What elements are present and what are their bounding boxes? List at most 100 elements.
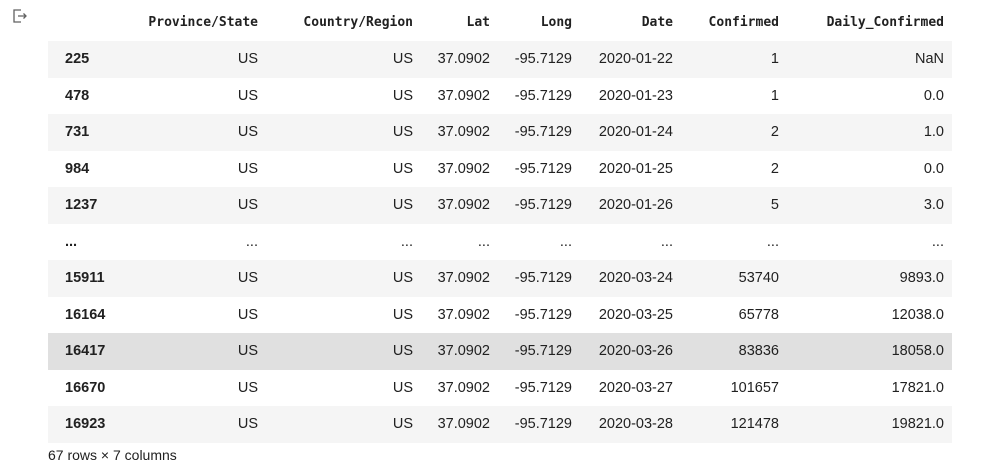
row-index: 16923: [65, 416, 106, 433]
table-cell: -95.7129: [514, 51, 572, 68]
table-cell: ...: [245, 233, 258, 250]
table-row: 16923 US US 37.0902 -95.7129 2020-03-28 121478…: [48, 406, 952, 443]
header-row: Province/State Country/Region Lat Long Date C…: [48, 4, 952, 41]
column-header: Lat: [466, 15, 490, 30]
table-cell: US: [237, 416, 258, 433]
dataframe-shape: 67 rows × 7 columns: [48, 447, 177, 463]
table-cell: US: [237, 51, 258, 68]
table-cell: ...: [559, 233, 572, 250]
table-cell: ...: [477, 233, 490, 250]
table-cell: 37.0902: [437, 343, 490, 360]
table-cell: -95.7129: [514, 306, 572, 323]
table-cell: 37.0902: [437, 87, 490, 104]
table-cell: -95.7129: [514, 87, 572, 104]
table-cell: 2020-01-25: [598, 160, 673, 177]
table-cell: -95.7129: [514, 160, 572, 177]
table-cell: 2020-03-26: [598, 343, 673, 360]
table-row: ........................: [48, 224, 952, 261]
column-header: Long: [540, 15, 572, 30]
table-cell: 37.0902: [437, 197, 490, 214]
table-cell: 1: [770, 51, 779, 68]
row-index: 984: [65, 160, 90, 177]
table-cell: US: [237, 160, 258, 177]
table-cell: 1.0: [923, 124, 944, 141]
table-cell: US: [392, 87, 413, 104]
table-cell: 1: [770, 87, 779, 104]
column-header: Country/Region: [303, 15, 413, 30]
table-row: 16164 US US 37.0902 -95.7129 2020-03-25 65778 1…: [48, 297, 952, 334]
table-cell: 37.0902: [437, 416, 490, 433]
table-cell: US: [237, 87, 258, 104]
table-row: 15911 US US 37.0902 -95.7129 2020-03-24 53740 9…: [48, 260, 952, 297]
table-cell: -95.7129: [514, 270, 572, 287]
table-cell: 83836: [738, 343, 779, 360]
dataframe-table: Province/State Country/Region Lat Long Date C…: [48, 4, 952, 443]
table-cell: 37.0902: [437, 160, 490, 177]
table-cell: 19821.0: [891, 416, 944, 433]
table-row: 225 US US 37.0902 -95.7129 2020-01-22 1 NaN: [48, 41, 952, 78]
table-cell: -95.7129: [514, 124, 572, 141]
table-cell: 12038.0: [891, 306, 944, 323]
table-cell: 2: [770, 160, 779, 177]
table-cell: 2020-01-23: [598, 87, 673, 104]
table-cell: US: [392, 197, 413, 214]
table-cell: 2020-03-24: [598, 270, 673, 287]
table-cell: US: [237, 379, 258, 396]
table-cell: 2020-03-28: [598, 416, 673, 433]
row-index: 16670: [65, 379, 106, 396]
table-cell: ...: [400, 233, 413, 250]
table-cell: US: [392, 343, 413, 360]
column-header: [48, 4, 110, 41]
table-cell: 2020-03-27: [598, 379, 673, 396]
row-index: 1237: [65, 197, 98, 214]
output-arrow-icon: [13, 9, 27, 23]
column-header: Date: [641, 15, 673, 30]
table-cell: 9893.0: [899, 270, 944, 287]
table-cell: 37.0902: [437, 124, 490, 141]
table-cell: 2020-01-26: [598, 197, 673, 214]
table-cell: -95.7129: [514, 197, 572, 214]
table-row: 478 US US 37.0902 -95.7129 2020-01-23 1 0.0: [48, 78, 952, 115]
table-cell: -95.7129: [514, 416, 572, 433]
table-cell: 0.0: [923, 87, 944, 104]
table-cell: 2020-01-24: [598, 124, 673, 141]
table-cell: US: [392, 379, 413, 396]
table-cell: 37.0902: [437, 51, 490, 68]
table-cell: -95.7129: [514, 343, 572, 360]
table-cell: US: [237, 306, 258, 323]
table-cell: ...: [660, 233, 673, 250]
column-header: Province/State: [148, 15, 258, 30]
table-cell: US: [237, 343, 258, 360]
table-cell: 2: [770, 124, 779, 141]
table-cell: 2020-03-25: [598, 306, 673, 323]
table-cell: 37.0902: [437, 306, 490, 323]
table-cell: 37.0902: [437, 379, 490, 396]
table-cell: 17821.0: [891, 379, 944, 396]
table-row: 1237 US US 37.0902 -95.7129 2020-01-26 5 3.0: [48, 187, 952, 224]
column-header: Daily_Confirmed: [826, 15, 944, 30]
table-cell: US: [392, 51, 413, 68]
table-cell: 2020-01-22: [598, 51, 673, 68]
table-cell: 121478: [730, 416, 779, 433]
table-cell: US: [392, 124, 413, 141]
table-cell: 3.0: [923, 197, 944, 214]
table-cell: 18058.0: [891, 343, 944, 360]
table-cell: US: [392, 306, 413, 323]
table-cell: US: [237, 270, 258, 287]
table-cell: US: [392, 270, 413, 287]
table-row: 16417 US US 37.0902 -95.7129 2020-03-26 83836 1…: [48, 333, 952, 370]
column-header: Confirmed: [708, 15, 779, 30]
table-cell: 101657: [730, 379, 779, 396]
table-cell: US: [237, 124, 258, 141]
row-index: 16164: [65, 306, 106, 323]
table-row: 16670 US US 37.0902 -95.7129 2020-03-27 101657…: [48, 370, 952, 407]
row-index: 15911: [65, 270, 105, 287]
row-index: 16417: [65, 343, 106, 360]
table-cell: 0.0: [923, 160, 944, 177]
table-cell: 37.0902: [437, 270, 490, 287]
table-cell: ...: [931, 233, 944, 250]
table-cell: NaN: [914, 51, 944, 68]
table-row: 984 US US 37.0902 -95.7129 2020-01-25 2 0.0: [48, 151, 952, 188]
table-cell: ...: [766, 233, 779, 250]
table-cell: US: [392, 160, 413, 177]
